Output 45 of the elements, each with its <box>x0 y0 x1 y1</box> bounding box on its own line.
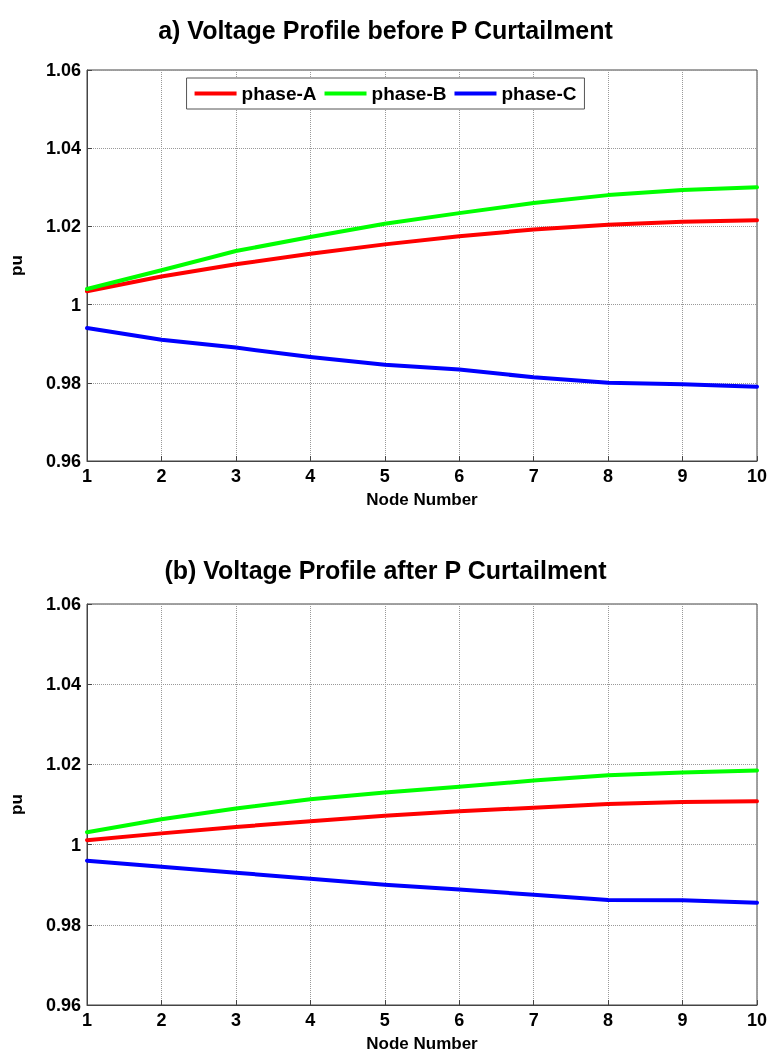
x-tick-label: 2 <box>156 466 167 486</box>
y-tick-label: 1.04 <box>45 138 81 159</box>
y-tick-label: 1 <box>70 294 81 315</box>
x-tick-label: 8 <box>603 1010 614 1030</box>
x-axis-title: Node Number <box>366 490 479 509</box>
line-series <box>85 185 759 291</box>
x-tick-label: 8 <box>603 466 614 486</box>
x-tick-label: 10 <box>746 466 768 486</box>
x-axis-title: Node Number <box>366 1034 479 1053</box>
y-tick-label: 1.02 <box>45 216 81 237</box>
y-tick-label: 0.98 <box>45 914 81 935</box>
line-series <box>85 799 759 843</box>
chart-title: a) Voltage Profile before P Curtailment <box>158 15 614 44</box>
x-tick-label: 6 <box>454 466 465 486</box>
x-tick-label: 2 <box>156 1010 167 1030</box>
x-tick-label: 4 <box>305 466 316 486</box>
x-tick-label: 10 <box>746 1010 768 1030</box>
legend-label: phase-A <box>241 83 317 104</box>
x-tick-label: 4 <box>305 1010 316 1030</box>
legend-label: phase-C <box>501 83 577 104</box>
legend-label: phase-B <box>371 83 447 104</box>
y-tick-label: 0.98 <box>45 372 81 393</box>
x-tick-label: 5 <box>379 466 390 486</box>
y-tick-label: 1.02 <box>45 754 81 775</box>
x-tick-label: 9 <box>677 466 688 486</box>
x-tick-label: 7 <box>528 1010 539 1030</box>
y-tick-label: 1.06 <box>45 60 81 80</box>
x-tick-label: 9 <box>677 1010 688 1030</box>
line-series <box>85 858 759 905</box>
x-tick-label: 3 <box>230 466 241 486</box>
line-series <box>85 768 759 835</box>
y-tick-label: 1 <box>70 834 81 855</box>
y-axis-title: pu <box>7 794 26 815</box>
chart-title: (b) Voltage Profile after P Curtailment <box>164 555 608 584</box>
line-series <box>85 218 759 294</box>
x-tick-label: 7 <box>528 466 539 486</box>
x-tick-label: 5 <box>379 1010 390 1030</box>
x-tick-label: 3 <box>230 1010 241 1030</box>
y-tick-label: 1.04 <box>45 674 81 695</box>
y-tick-label: 1.06 <box>45 594 81 614</box>
y-axis-title: pu <box>7 255 26 276</box>
line-series <box>85 326 759 389</box>
x-tick-label: 6 <box>454 1010 465 1030</box>
y-tick-label: 0.96 <box>45 451 81 471</box>
y-tick-label: 0.96 <box>45 995 81 1015</box>
